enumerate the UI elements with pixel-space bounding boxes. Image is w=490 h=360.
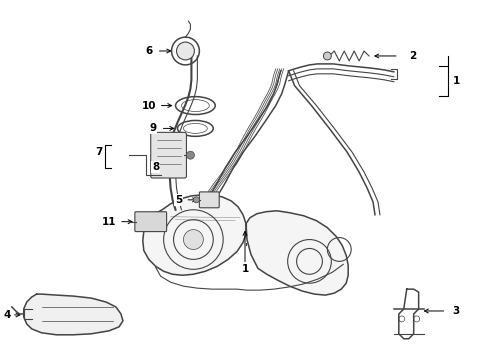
Text: 7: 7 xyxy=(96,147,103,157)
Polygon shape xyxy=(246,211,348,295)
Circle shape xyxy=(323,52,331,60)
FancyBboxPatch shape xyxy=(151,132,187,178)
Text: 3: 3 xyxy=(453,306,460,316)
Text: 10: 10 xyxy=(142,100,156,111)
Text: 1: 1 xyxy=(242,264,248,274)
Text: 5: 5 xyxy=(175,195,182,205)
Polygon shape xyxy=(143,195,246,275)
Text: 9: 9 xyxy=(149,123,156,134)
FancyBboxPatch shape xyxy=(135,212,167,231)
Text: 6: 6 xyxy=(145,46,152,56)
Text: 1: 1 xyxy=(453,76,460,86)
Text: 8: 8 xyxy=(152,162,159,172)
Polygon shape xyxy=(24,294,123,335)
Text: 4: 4 xyxy=(3,310,11,320)
Circle shape xyxy=(194,197,199,203)
FancyBboxPatch shape xyxy=(199,192,219,208)
Circle shape xyxy=(187,151,195,159)
Text: 2: 2 xyxy=(409,51,416,61)
Text: 11: 11 xyxy=(102,217,116,227)
Circle shape xyxy=(183,230,203,249)
Circle shape xyxy=(176,42,195,60)
